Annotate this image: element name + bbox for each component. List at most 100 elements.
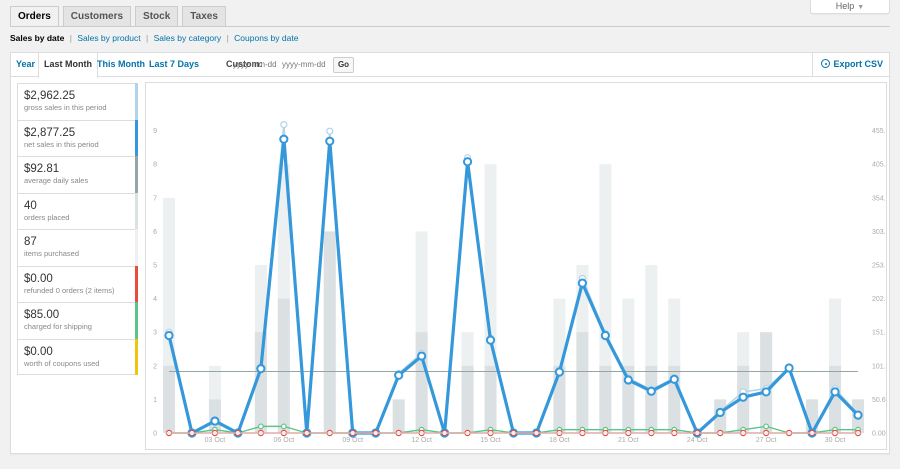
- start-date-input[interactable]: [233, 58, 281, 72]
- y-right-tick-label: 405.28: [872, 162, 886, 169]
- net-sales-point: [417, 351, 427, 361]
- net-sales-point: [784, 363, 794, 373]
- x-tick-label: 21 Oct: [618, 437, 639, 444]
- download-icon: [821, 59, 831, 68]
- net-sales-point: [853, 410, 863, 420]
- legend-shipping[interactable]: $85.00 charged for shipping: [17, 302, 138, 340]
- legend-color-bar: [135, 83, 138, 121]
- legend-value: $92.81: [24, 163, 60, 175]
- legend-label: charged for shipping: [24, 322, 92, 331]
- net-sales-point: [210, 416, 220, 426]
- net-sales-point: [325, 136, 335, 146]
- sub-link-sales-by-product[interactable]: Sales by product: [77, 33, 141, 43]
- legend-items-purchased[interactable]: 87 items purchased: [17, 229, 138, 267]
- bar-orders-placed: [323, 231, 336, 433]
- tab-taxes[interactable]: Taxes: [182, 6, 226, 26]
- legend-orders-placed[interactable]: 40 orders placed: [17, 192, 138, 230]
- legend-coupons[interactable]: $0.00 worth of coupons used: [17, 338, 138, 375]
- x-tick-label: 03 Oct: [205, 437, 226, 444]
- y-left-tick-label: 6: [153, 229, 157, 236]
- net-sales-point: [623, 375, 633, 385]
- y-left-tick-label: 3: [153, 330, 157, 337]
- help-label: Help: [835, 1, 855, 11]
- net-sales-point: [669, 374, 679, 384]
- export-csv-button[interactable]: Export CSV: [812, 53, 883, 77]
- net-sales-point: [164, 330, 174, 341]
- x-tick-label: 15 Oct: [480, 437, 501, 444]
- end-date-input[interactable]: [282, 58, 330, 72]
- range-this-month[interactable]: This Month: [97, 59, 145, 69]
- bar-orders-placed: [392, 399, 405, 433]
- net-sales-point: [600, 330, 610, 341]
- legend-average-daily[interactable]: $92.81 average daily sales: [17, 156, 138, 194]
- y-left-tick-label: 8: [153, 162, 157, 169]
- legend-color-bar: [135, 119, 138, 157]
- net-sales-point: [279, 134, 289, 144]
- legend-color-bar: [135, 302, 138, 340]
- report-card: Year Last Month This Month Last 7 Days C…: [10, 52, 890, 454]
- sales-chart: 0 1 2 3 4 5 6 7 8 9 0.00 50.66 101.32 151.98 202.64 253…: [145, 82, 887, 450]
- net-sales-line: [167, 137, 860, 435]
- legend-value: $2,877.25: [24, 126, 76, 139]
- range-last-7-days[interactable]: Last 7 Days: [149, 59, 200, 69]
- tab-orders[interactable]: Orders: [10, 6, 59, 27]
- x-tick-label: 30 Oct: [825, 437, 846, 444]
- y-right-tick-label: 0.00: [872, 431, 886, 438]
- net-sales-point: [485, 335, 496, 345]
- legend-label: items purchased: [24, 249, 80, 258]
- y-right-tick-label: 202.64: [872, 296, 886, 303]
- legend-color-bar: [135, 156, 138, 194]
- legend-label: gross sales in this period: [24, 103, 107, 112]
- legend-label: net sales in this period: [24, 139, 99, 149]
- range-last-month[interactable]: Last Month: [38, 53, 98, 78]
- bar-orders-placed: [599, 365, 612, 433]
- bar-orders-placed: [277, 298, 290, 433]
- bar-orders-placed: [163, 365, 175, 433]
- sub-link-sales-by-date: Sales by date: [10, 33, 65, 43]
- shipping-point: [280, 423, 287, 430]
- chevron-down-icon: ▼: [857, 4, 865, 11]
- y-left-tick-label: 7: [153, 195, 157, 202]
- tab-stock[interactable]: Stock: [135, 6, 179, 26]
- sub-link-sales-by-category[interactable]: Sales by category: [153, 33, 222, 43]
- bar-orders-placed: [484, 365, 497, 433]
- net-sales-point: [738, 392, 748, 402]
- y-right-tick-label: 50.66: [872, 397, 886, 404]
- net-sales-point: [646, 386, 656, 396]
- go-button[interactable]: Go: [333, 57, 354, 73]
- legend-label: worth of coupons used: [24, 358, 100, 368]
- net-sales-point: [577, 278, 587, 288]
- legend-gross-sales[interactable]: $2,962.25 gross sales in this period: [17, 83, 138, 121]
- x-tick-label: 09 Oct: [342, 437, 363, 444]
- legend-color-bar: [135, 229, 138, 267]
- net-sales-point: [554, 367, 565, 377]
- range-year[interactable]: Year: [16, 59, 36, 69]
- net-sales-point: [830, 387, 840, 397]
- legend-refunds[interactable]: $0.00 refunded 0 orders (2 items): [17, 265, 138, 303]
- help-tab[interactable]: Help ▼: [810, 0, 890, 14]
- bar-orders-placed: [760, 332, 773, 433]
- shipping-point: [763, 423, 770, 430]
- legend-label: average daily sales: [24, 176, 89, 185]
- y-right-tick-label: 151.98: [872, 330, 886, 337]
- legend-color-bar: [135, 265, 138, 303]
- sub-link-coupons-by-date[interactable]: Coupons by date: [234, 33, 299, 43]
- y-right-tick-label: 455.94: [872, 128, 886, 135]
- legend-net-sales[interactable]: $2,877.25 net sales in this period: [17, 119, 138, 157]
- net-sales-point: [256, 364, 266, 374]
- legend-value: $2,962.25: [24, 90, 76, 102]
- legend-color-bar: [135, 338, 138, 375]
- y-right-tick-label: 253.30: [872, 263, 886, 270]
- legend-value: $0.00: [24, 272, 53, 285]
- bar-orders-placed: [415, 332, 428, 433]
- bar-orders-placed: [576, 332, 589, 433]
- tab-customers[interactable]: Customers: [62, 6, 132, 26]
- bar-orders-placed: [461, 365, 474, 433]
- x-tick-label: 27 Oct: [756, 437, 777, 444]
- report-sub-links: Sales by date | Sales by product | Sales…: [10, 33, 299, 43]
- nav-divider: [10, 26, 890, 27]
- legend-color-bar: [135, 192, 138, 230]
- y-left-tick-label: 9: [153, 128, 157, 135]
- legend-label: refunded 0 orders (2 items): [24, 285, 115, 295]
- bar-orders-placed: [829, 365, 842, 433]
